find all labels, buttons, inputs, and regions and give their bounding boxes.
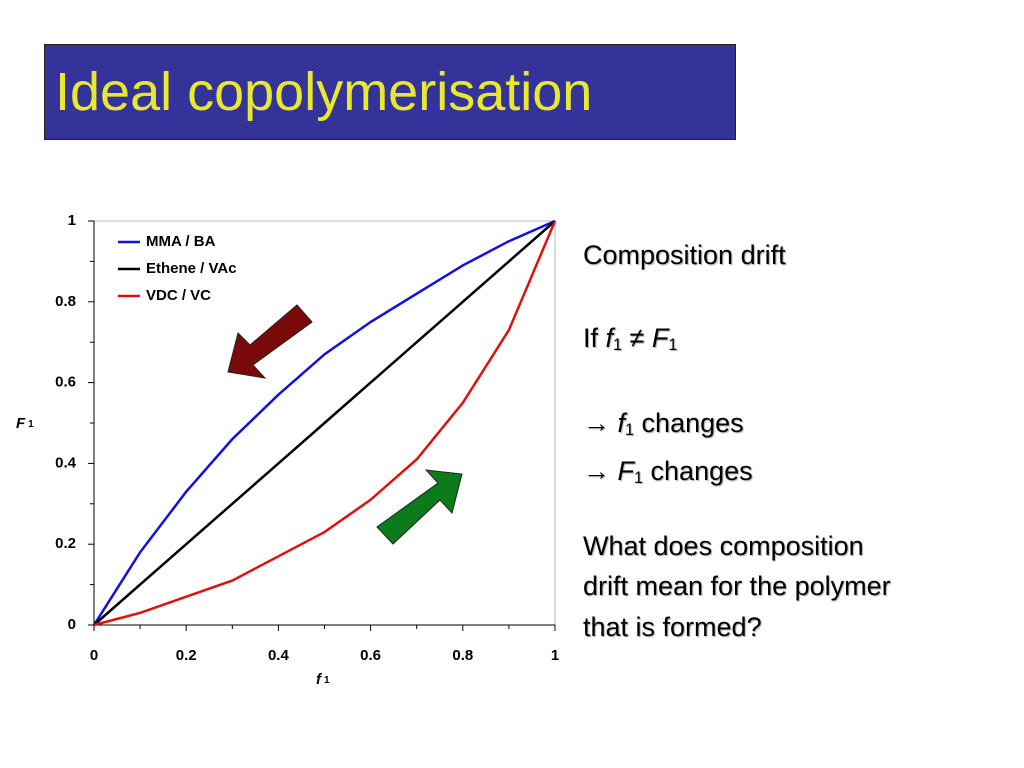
- text-run: changes: [634, 408, 744, 438]
- slide-title: Ideal copolymerisation: [44, 44, 736, 140]
- y-tick-label: 0.4: [55, 454, 77, 471]
- y-tick-label: 1: [68, 212, 76, 229]
- text-run: 1: [625, 421, 635, 440]
- y-tick-label: 0.8: [55, 293, 76, 310]
- arrow-green: [376, 469, 463, 545]
- text-line: that is formed?: [583, 612, 762, 643]
- text-run: f: [617, 408, 626, 438]
- text-run: 1: [613, 336, 623, 355]
- text-run: →: [583, 408, 618, 438]
- legend-label: VDC / VC: [146, 287, 211, 304]
- text-run: 1: [634, 469, 644, 488]
- line: [93, 220, 557, 627]
- text-run: that is formed?: [583, 612, 762, 642]
- text-line: Composition drift: [583, 240, 786, 271]
- x-tick-label: 0.8: [452, 647, 473, 664]
- text-run: 1: [668, 336, 678, 355]
- label-part: 1: [28, 419, 34, 430]
- line: [93, 220, 556, 626]
- text-run: If: [583, 323, 606, 353]
- text-run: →: [583, 456, 618, 486]
- label-part: 1: [324, 675, 330, 686]
- text-line: → f1 changes: [583, 408, 744, 440]
- text-run: drift mean for the polymer: [583, 571, 891, 601]
- legend-label: Ethene / VAc: [146, 260, 237, 277]
- text-run: F: [617, 456, 635, 486]
- x-tick-label: 1: [551, 647, 559, 664]
- x-tick-label: 0.2: [176, 647, 197, 664]
- text-line: What does composition: [583, 531, 864, 562]
- y-tick-label: 0.6: [55, 374, 76, 391]
- line: [92, 219, 556, 626]
- text-run: ≠: [622, 323, 652, 353]
- y-tick-label: 0: [68, 616, 76, 633]
- x-tick-label: 0.6: [360, 647, 381, 664]
- text-line: → F1 changes: [583, 456, 753, 488]
- x-tick-label: 0: [90, 647, 98, 664]
- label-part: f: [316, 671, 323, 688]
- text-line: drift mean for the polymer: [583, 571, 891, 602]
- text-run: F: [651, 323, 669, 353]
- text-run: f: [605, 323, 614, 353]
- legend-label: MMA / BA: [146, 233, 216, 250]
- text-run: changes: [643, 456, 753, 486]
- text-run: What does composition: [583, 531, 864, 561]
- arrow-red: [227, 304, 313, 379]
- y-tick-label: 0.2: [55, 535, 76, 552]
- label-part: F: [16, 415, 26, 432]
- x-tick-label: 0.4: [268, 647, 290, 664]
- text-line: If f1 ≠ F1: [583, 323, 677, 355]
- text-run: Composition drift: [583, 240, 786, 270]
